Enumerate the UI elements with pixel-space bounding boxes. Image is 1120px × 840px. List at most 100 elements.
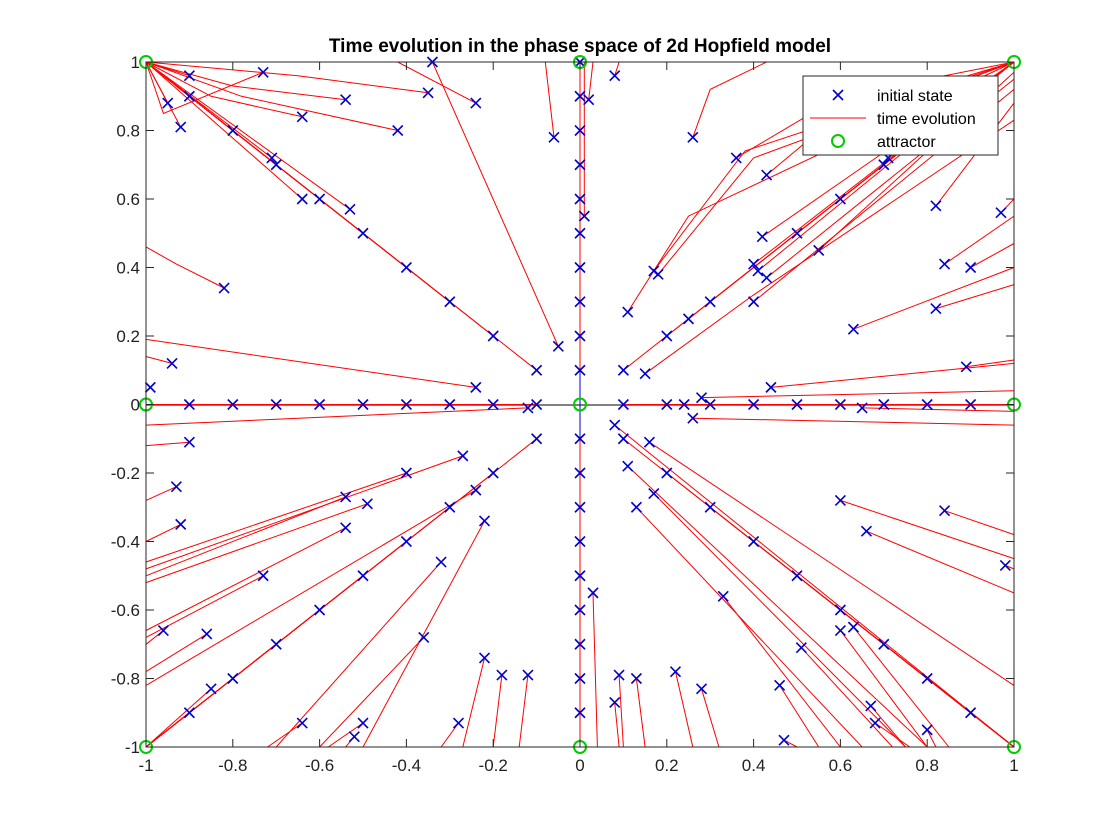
initial-state-marker bbox=[574, 638, 586, 650]
initial-state-marker bbox=[630, 672, 642, 685]
initial-state-marker bbox=[400, 467, 412, 479]
initial-state-marker bbox=[921, 672, 933, 685]
initial-state-marker bbox=[435, 556, 447, 568]
legend-entry-attractor: attractor bbox=[831, 134, 936, 151]
trajectory-line bbox=[692, 417, 1015, 426]
initial-state-marker bbox=[522, 402, 534, 414]
initial-state-marker bbox=[678, 398, 690, 411]
initial-state-marker bbox=[531, 398, 543, 411]
initial-state-marker bbox=[930, 200, 942, 212]
initial-state-marker bbox=[574, 501, 586, 513]
initial-state-marker bbox=[847, 323, 859, 335]
initial-state-marker bbox=[748, 535, 760, 548]
initial-state-marker bbox=[682, 313, 695, 325]
initial-state-marker bbox=[201, 628, 213, 640]
initial-state-marker bbox=[965, 398, 977, 411]
trajectory-line bbox=[866, 530, 1015, 594]
trajectory-line bbox=[145, 527, 346, 631]
initial-state-marker bbox=[183, 70, 195, 82]
initial-state-marker bbox=[834, 193, 846, 205]
y-tick-label: -0.4 bbox=[111, 533, 140, 552]
legend-entry-initial-state: initial state bbox=[832, 88, 953, 105]
initial-state-marker bbox=[791, 227, 803, 239]
trajectory-line bbox=[145, 246, 225, 289]
initial-state-marker bbox=[748, 296, 760, 308]
initial-state-marker bbox=[938, 258, 951, 270]
initial-state-marker bbox=[643, 436, 656, 448]
initial-state-marker bbox=[574, 707, 586, 719]
initial-state-marker bbox=[357, 570, 369, 582]
trajectory-line bbox=[145, 407, 528, 426]
initial-state-marker bbox=[813, 244, 825, 256]
initial-state-marker bbox=[622, 460, 634, 472]
initial-state-marker bbox=[574, 227, 586, 239]
initial-state-marker bbox=[470, 381, 482, 393]
y-tick-label: -0.6 bbox=[111, 601, 140, 620]
initial-state-marker bbox=[162, 97, 174, 109]
initial-state-marker bbox=[834, 398, 846, 411]
initial-state-marker bbox=[357, 227, 369, 239]
initial-state-marker bbox=[661, 398, 673, 411]
initial-state-marker bbox=[392, 124, 404, 137]
initial-state-marker bbox=[348, 731, 360, 743]
trajectory-line bbox=[145, 575, 264, 638]
trajectory-line bbox=[970, 243, 1015, 268]
initial-state-marker bbox=[578, 210, 590, 222]
initial-state-marker bbox=[314, 398, 326, 411]
trajectory-line bbox=[935, 284, 1015, 310]
initial-state-marker bbox=[695, 392, 708, 404]
initial-state-marker bbox=[613, 669, 625, 681]
x-tick-label: -0.6 bbox=[305, 756, 334, 775]
initial-state-marker bbox=[548, 131, 560, 143]
y-tick-label: 0 bbox=[131, 396, 140, 415]
initial-state-marker bbox=[574, 330, 586, 342]
initial-state-marker bbox=[470, 484, 482, 496]
initial-state-marker bbox=[183, 398, 195, 411]
x-tick-label: 0.2 bbox=[655, 756, 679, 775]
trajectory-line bbox=[614, 424, 1015, 748]
y-tick-label: 0.4 bbox=[116, 259, 140, 278]
trajectory-line bbox=[145, 523, 181, 542]
initial-state-marker bbox=[652, 268, 664, 280]
trajectory-line bbox=[145, 712, 190, 748]
initial-state-marker bbox=[761, 169, 773, 181]
initial-state-marker bbox=[257, 570, 269, 582]
trajectory-line bbox=[644, 119, 1015, 375]
legend-x-icon bbox=[832, 89, 844, 101]
initial-state-marker bbox=[617, 433, 629, 445]
legend-label-initial-state: initial state bbox=[877, 88, 953, 105]
initial-state-marker bbox=[583, 94, 595, 106]
initial-state-marker bbox=[774, 679, 786, 691]
initial-state-marker bbox=[761, 272, 773, 284]
initial-state-marker bbox=[878, 159, 890, 171]
initial-state-marker bbox=[617, 364, 629, 376]
initial-state-marker bbox=[661, 330, 673, 342]
legend-x-marker bbox=[832, 89, 844, 101]
initial-state-marker bbox=[778, 734, 790, 746]
initial-state-marker bbox=[695, 683, 708, 695]
initial-state-marker bbox=[175, 518, 187, 530]
initial-state-marker bbox=[965, 261, 977, 274]
initial-state-marker bbox=[470, 97, 482, 109]
initial-state-marker bbox=[266, 152, 278, 164]
trajectory-line bbox=[145, 61, 346, 101]
initial-state-marker bbox=[574, 604, 586, 616]
initial-state-marker bbox=[995, 207, 1007, 219]
initial-state-marker bbox=[357, 717, 369, 729]
initial-state-marker bbox=[496, 669, 508, 681]
initial-state-marker bbox=[227, 672, 239, 685]
trajectory-line bbox=[145, 688, 212, 748]
initial-state-marker bbox=[457, 450, 469, 462]
y-tick-label: -0.2 bbox=[111, 464, 140, 483]
initial-state-marker bbox=[340, 491, 352, 503]
initial-state-marker bbox=[574, 433, 586, 445]
initial-state-marker bbox=[400, 261, 412, 274]
legend-entry-time-evolution: time evolution bbox=[810, 111, 976, 128]
initial-state-marker bbox=[574, 193, 586, 205]
initial-state-marker bbox=[400, 535, 412, 548]
initial-state-marker bbox=[400, 398, 412, 411]
attractor-marker bbox=[573, 397, 587, 412]
trajectory-line bbox=[145, 61, 303, 118]
initial-state-marker bbox=[574, 570, 586, 582]
initial-state-marker bbox=[748, 258, 760, 270]
